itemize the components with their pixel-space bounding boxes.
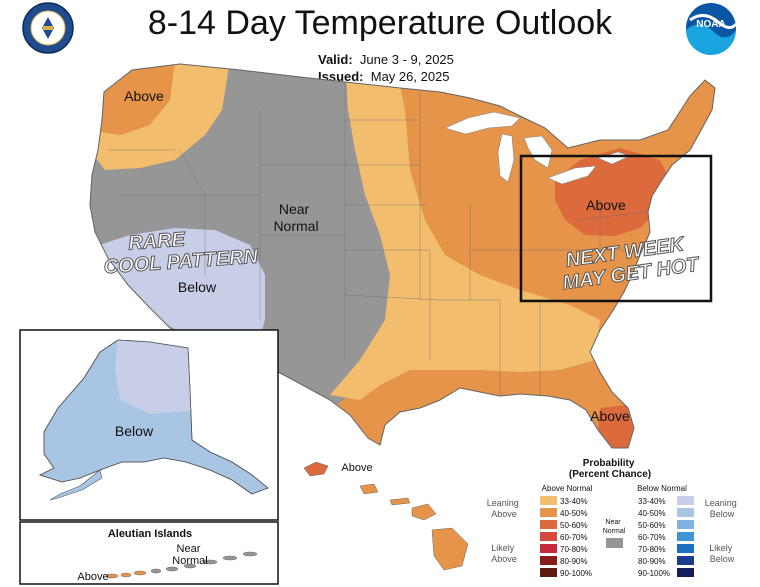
aleutian-near-line-2: Normal <box>172 555 207 567</box>
legend-above-label-1: 40-50% <box>560 509 588 518</box>
issued-date: Issued: May 26, 2025 <box>318 69 450 84</box>
legend-likely-above-line-2: Above <box>491 554 517 564</box>
noaa-logo: NOAA <box>686 3 738 55</box>
molokai <box>389 497 411 506</box>
legend-above-swatch-2 <box>540 520 557 529</box>
zone-above-50-60-fl <box>598 405 640 448</box>
legend-likely-below-line-2: Below <box>710 554 735 564</box>
label-near-normal-central: Near Normal <box>273 201 318 234</box>
legend-title: Probability (Percent Chance) <box>569 458 651 480</box>
alaska-leaning-below <box>115 340 200 414</box>
legend-below-label-1: 40-50% <box>638 509 666 518</box>
legend-above-label-0: 33-40% <box>560 497 588 506</box>
label-above-florida: Above <box>590 408 630 424</box>
legend-above-swatch-3 <box>540 532 557 541</box>
label-near-line-1: Near <box>279 201 310 217</box>
alaska-peninsula <box>49 469 103 501</box>
legend-near-line-2: Normal <box>603 528 626 535</box>
legend-above-swatch-1 <box>540 508 557 517</box>
legend-above-swatch-0 <box>540 496 557 505</box>
legend-near-line-1: Near <box>605 519 621 526</box>
label-above-pacific-nw: Above <box>124 88 164 104</box>
label-below-southwest: Below <box>178 279 217 295</box>
map-title: 8-14 Day Temperature Outlook <box>147 4 613 42</box>
legend-above-rows: 33-40% 40-50% 50-60% 60-70% 70-80% 80-90% 90-1… <box>540 496 592 578</box>
legend-below-label-2: 50-60% <box>638 521 666 530</box>
oahu <box>359 483 379 495</box>
lake-huron <box>523 135 553 169</box>
legend-above-header: Above Normal <box>542 484 593 493</box>
noaa-logo-text: NOAA <box>696 19 725 30</box>
lake-erie <box>547 165 597 185</box>
legend-near-normal-swatch <box>606 538 623 548</box>
legend-likely-above-line-1: Likely <box>491 543 515 553</box>
label-aleutian-above: Above <box>77 571 108 583</box>
legend-leaning-below: Leaning Below <box>705 498 740 519</box>
legend-likely-above: Likely Above <box>491 543 517 564</box>
legend-below-swatch-4 <box>677 544 694 553</box>
legend-below-swatch-3 <box>677 532 694 541</box>
label-near-line-2: Normal <box>273 218 318 234</box>
label-above-hawaii: Above <box>341 462 372 474</box>
kauai <box>303 461 329 477</box>
maui <box>411 503 437 521</box>
legend-above-swatch-4 <box>540 544 557 553</box>
legend-below-label-6: 90-100% <box>638 569 670 578</box>
legend-below-swatch-5 <box>677 556 694 565</box>
lake-superior <box>444 111 521 135</box>
alaska-outline <box>38 339 269 495</box>
legend-below-swatch-0 <box>677 496 694 505</box>
label-below-alaska: Below <box>115 423 154 439</box>
legend-below-header: Below Normal <box>637 484 687 493</box>
hawaii-islands <box>303 461 469 571</box>
highlight-box <box>519 154 713 303</box>
legend-likely-below: Likely Below <box>709 543 735 564</box>
annotation-cool-line-1: RARE <box>128 229 187 255</box>
label-aleutian-near-normal: Near Normal <box>172 543 207 567</box>
valid-dates: Valid: June 3 - 9, 2025 <box>318 52 454 67</box>
legend-below-label-5: 80-90% <box>638 557 666 566</box>
legend-below-swatch-6 <box>677 568 694 577</box>
legend-above-swatch-5 <box>540 556 557 565</box>
legend-title-line-1: Probability <box>583 458 635 469</box>
zone-below-sw <box>90 228 265 355</box>
label-above-northeast: Above <box>586 197 626 213</box>
legend-above-label-2: 50-60% <box>560 521 588 530</box>
legend-leaning-below-line-1: Leaning <box>705 498 737 508</box>
legend-below-label-0: 33-40% <box>638 497 666 506</box>
legend-above-swatch-6 <box>540 568 557 577</box>
aleutian-near-line-1: Near <box>177 543 201 555</box>
legend-below-swatch-1 <box>677 508 694 517</box>
valid-value: June 3 - 9, 2025 <box>359 52 454 67</box>
legend-background <box>485 452 757 584</box>
zone-leaning-above-east <box>330 64 600 400</box>
legend-below-swatch-2 <box>677 520 694 529</box>
big-island <box>431 527 469 571</box>
legend-below-label-4: 70-80% <box>638 545 666 554</box>
legend-above-label-3: 60-70% <box>560 533 588 542</box>
legend-leaning-above-line-1: Leaning <box>487 498 519 508</box>
aleutian-title: Aleutian Islands <box>108 528 192 540</box>
aleutian-islands <box>105 551 258 579</box>
legend-above-label-4: 70-80% <box>560 545 588 554</box>
issued-value: May 26, 2025 <box>370 69 450 84</box>
legend-near-normal-label: Near Normal <box>603 519 626 535</box>
aleutian-inset <box>19 521 279 585</box>
lake-michigan <box>497 133 515 183</box>
valid-label: Valid: <box>318 52 353 67</box>
legend-leaning-above: Leaning Above <box>487 498 522 519</box>
legend-above-label-6: 90-100% <box>560 569 592 578</box>
legend-above-label-5: 80-90% <box>560 557 588 566</box>
legend-leaning-above-line-2: Above <box>491 509 517 519</box>
legend-leaning-below-line-2: Below <box>710 509 735 519</box>
commerce-seal <box>22 2 74 54</box>
legend-likely-below-line-1: Likely <box>709 543 733 553</box>
alaska-map <box>38 339 269 501</box>
legend-title-line-2: (Percent Chance) <box>569 469 651 480</box>
legend-below-rows: 33-40% 40-50% 50-60% 60-70% 70-80% 80-90% 90-1… <box>638 496 694 578</box>
probability-legend: Probability (Percent Chance) Above Norma… <box>485 452 757 584</box>
legend-below-label-3: 60-70% <box>638 533 666 542</box>
